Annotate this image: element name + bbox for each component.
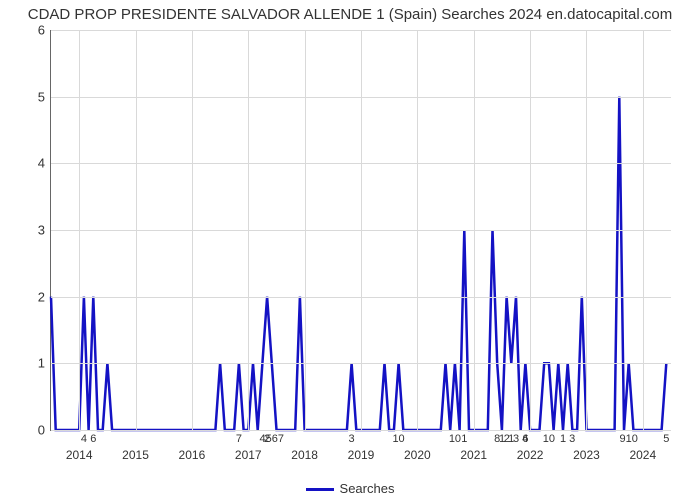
y-axis-label: 6 xyxy=(38,23,45,38)
legend-label: Searches xyxy=(340,481,395,496)
plot-area: 0123456201420152016201720182019202020212… xyxy=(50,30,671,431)
x-axis-value-label: 1 xyxy=(461,433,467,445)
series-line xyxy=(51,97,666,430)
gridline-v xyxy=(643,30,644,430)
y-axis-label: 1 xyxy=(38,356,45,371)
legend-swatch xyxy=(306,488,334,491)
gridline-h xyxy=(51,430,671,431)
gridline-v xyxy=(192,30,193,430)
x-axis-value-label: 3 xyxy=(349,433,355,445)
x-axis-year-label: 2014 xyxy=(66,448,93,462)
x-axis-year-label: 2019 xyxy=(348,448,375,462)
x-axis-year-label: 2017 xyxy=(235,448,262,462)
x-axis-value-label: 4 xyxy=(81,433,87,445)
gridline-v xyxy=(305,30,306,430)
gridline-v xyxy=(248,30,249,430)
gridline-v xyxy=(474,30,475,430)
gridline-v xyxy=(361,30,362,430)
x-axis-year-label: 2022 xyxy=(517,448,544,462)
gridline-v xyxy=(586,30,587,430)
x-axis-value-label: 10 xyxy=(449,433,461,445)
x-axis-value-label: 7 xyxy=(236,433,242,445)
gridline-v xyxy=(79,30,80,430)
x-axis-value-label: 4567 xyxy=(260,433,284,445)
x-axis-year-label: 2016 xyxy=(179,448,206,462)
y-axis-label: 2 xyxy=(38,289,45,304)
y-axis-label: 5 xyxy=(38,89,45,104)
x-axis-value-label: 10 xyxy=(392,433,404,445)
x-axis-year-label: 2024 xyxy=(629,448,656,462)
x-axis-year-label: 2015 xyxy=(122,448,149,462)
gridline-v xyxy=(136,30,137,430)
x-axis-year-label: 2020 xyxy=(404,448,431,462)
gridline-v xyxy=(530,30,531,430)
x-axis-value-label: 5 xyxy=(663,433,669,445)
gridline-v xyxy=(417,30,418,430)
y-axis-label: 3 xyxy=(38,223,45,238)
y-axis-label: 0 xyxy=(38,423,45,438)
legend: Searches xyxy=(0,481,700,496)
x-axis-value-label: 910 xyxy=(620,433,638,445)
x-axis-year-label: 2018 xyxy=(291,448,318,462)
x-axis-value-label: 10 xyxy=(543,433,555,445)
chart-title: CDAD PROP PRESIDENTE SALVADOR ALLENDE 1 … xyxy=(0,6,700,23)
x-axis-value-label: 6 xyxy=(90,433,96,445)
y-axis-label: 4 xyxy=(38,156,45,171)
x-axis-year-label: 2023 xyxy=(573,448,600,462)
x-axis-value-label: 1 3 xyxy=(560,433,575,445)
chart-container: CDAD PROP PRESIDENTE SALVADOR ALLENDE 1 … xyxy=(0,0,700,500)
x-axis-value-label: 6 xyxy=(522,433,528,445)
x-axis-year-label: 2021 xyxy=(460,448,487,462)
